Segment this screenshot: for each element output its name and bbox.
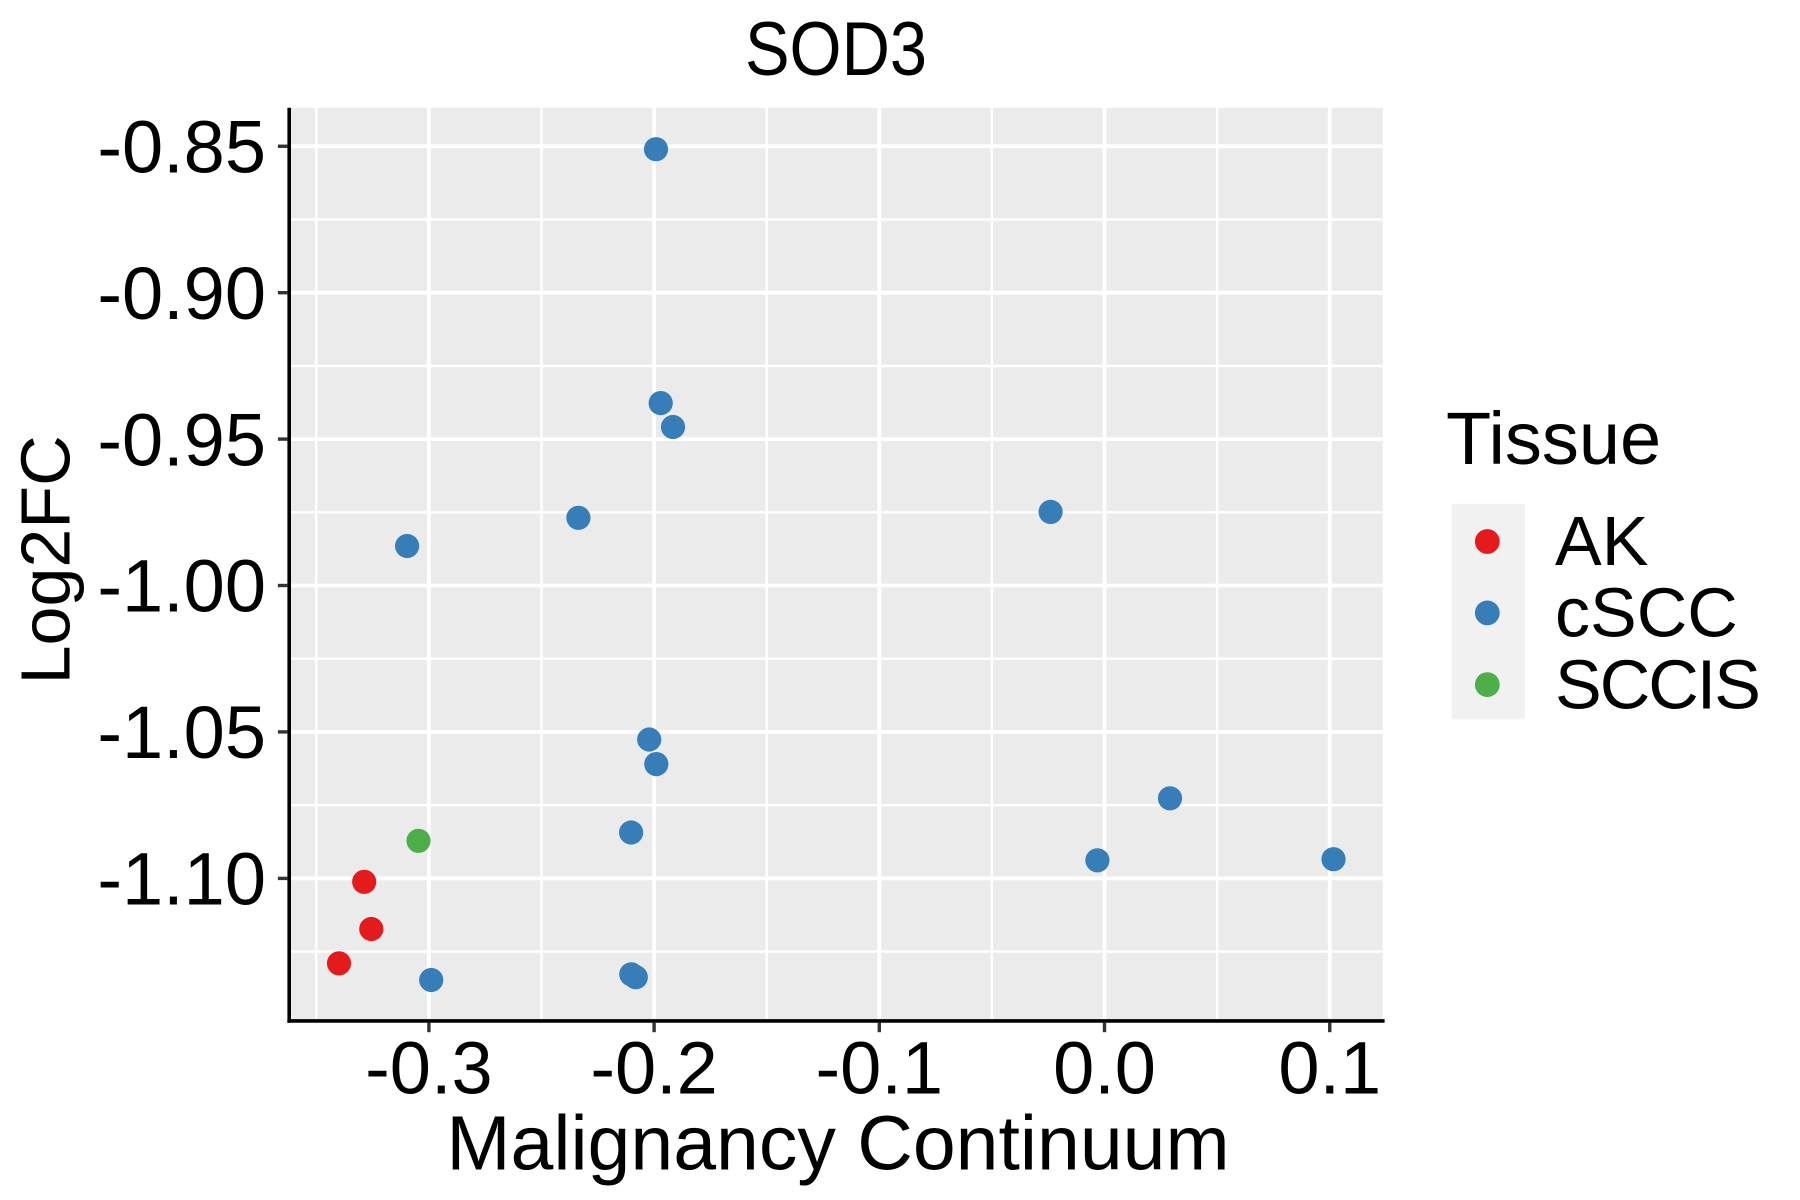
svg-text:-1.10: -1.10: [97, 838, 266, 921]
svg-text:0.0: 0.0: [1053, 1026, 1156, 1109]
svg-text:-0.1: -0.1: [816, 1026, 944, 1109]
svg-text:Malignancy Continuum: Malignancy Continuum: [446, 1101, 1229, 1187]
svg-text:0.1: 0.1: [1278, 1026, 1381, 1109]
svg-text:-0.3: -0.3: [365, 1026, 493, 1109]
svg-text:-0.2: -0.2: [590, 1026, 718, 1109]
svg-text:-1.00: -1.00: [97, 545, 266, 628]
svg-text:-0.95: -0.95: [97, 398, 266, 481]
svg-text:-0.90: -0.90: [97, 252, 266, 335]
svg-text:Tissue: Tissue: [1446, 397, 1661, 480]
svg-text:AK: AK: [1555, 502, 1648, 580]
svg-text:SCCIS: SCCIS: [1555, 645, 1759, 723]
svg-text:SOD3: SOD3: [745, 7, 927, 92]
svg-text:-1.05: -1.05: [97, 691, 266, 774]
svg-text:cSCC: cSCC: [1555, 574, 1738, 652]
svg-text:-0.85: -0.85: [97, 106, 266, 189]
svg-text:Log2FC: Log2FC: [6, 435, 84, 684]
